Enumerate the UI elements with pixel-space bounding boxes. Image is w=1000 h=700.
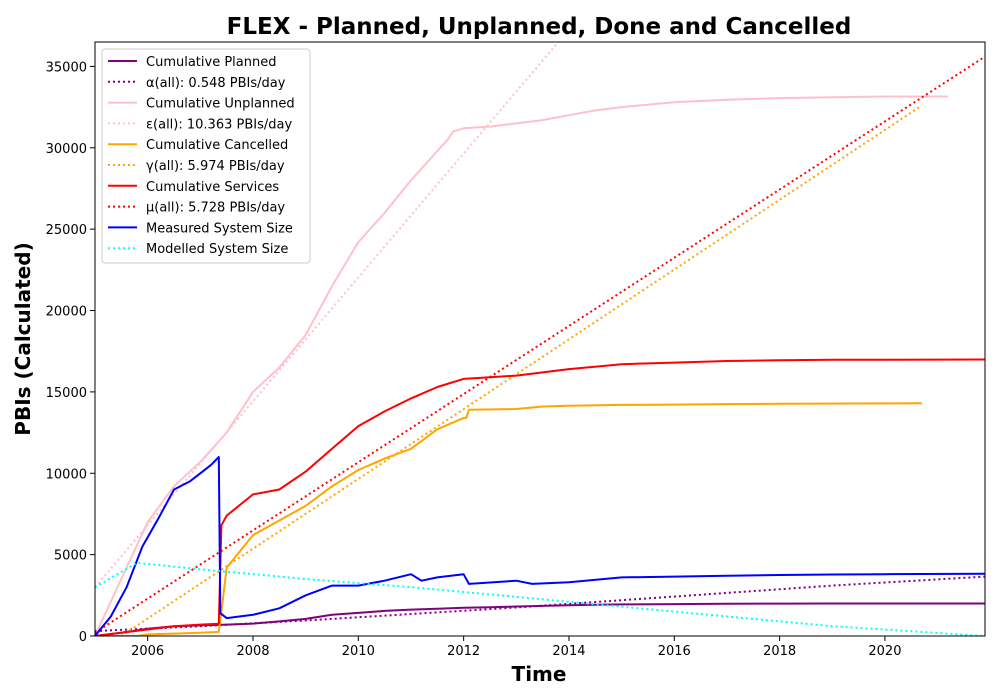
plot-frame xyxy=(94,41,986,637)
x-axis-label: Time xyxy=(512,662,567,686)
series-line-4 xyxy=(95,42,560,588)
chart-title: FLEX - Planned, Unplanned, Done and Canc… xyxy=(227,14,852,40)
y-axis-label: PBIs (Calculated) xyxy=(11,242,35,435)
legend-label: γ(all): 5.974 PBIs/day xyxy=(146,159,285,174)
series-line-2 xyxy=(95,575,985,633)
x-tick-label: 2016 xyxy=(658,644,691,659)
x-tick-label: 2014 xyxy=(552,644,585,659)
x-tick-label: 2020 xyxy=(868,644,901,659)
legend-label: Cumulative Planned xyxy=(146,55,276,70)
y-tick-label: 15000 xyxy=(46,386,87,401)
x-tick-label: 2008 xyxy=(236,644,269,659)
series-line-8 xyxy=(95,55,985,634)
legend-label: Modelled System Size xyxy=(146,242,288,257)
y-tick-label: 30000 xyxy=(46,142,87,157)
legend-label: Cumulative Cancelled xyxy=(146,138,288,153)
y-tick-label: 0 xyxy=(79,630,87,645)
y-axis: 0 5000 10000 15000 20000 25000 30000 35000 xyxy=(46,60,95,645)
series-line-6 xyxy=(120,104,923,636)
legend-label: α(all): 0.548 PBIs/day xyxy=(146,76,286,91)
x-tick-label: 2006 xyxy=(131,644,164,659)
legend-label: μ(all): 5.728 PBIs/day xyxy=(146,201,285,216)
series-line-7 xyxy=(95,358,985,636)
y-tick-label: 35000 xyxy=(46,60,87,75)
legend-label: Cumulative Unplanned xyxy=(146,97,295,112)
x-tick-label: 2018 xyxy=(763,644,796,659)
y-tick-label: 10000 xyxy=(46,467,87,482)
series-line-5 xyxy=(95,402,922,636)
legend-label: Cumulative Services xyxy=(146,180,279,195)
legend-box xyxy=(101,48,311,264)
y-tick-label: 20000 xyxy=(46,305,87,320)
legend: Cumulative Planned α(all): 0.548 PBIs/day… xyxy=(101,48,311,264)
legend-label: ε(all): 10.363 PBIs/day xyxy=(146,117,292,132)
x-tick-label: 2012 xyxy=(447,644,480,659)
y-tick-label: 25000 xyxy=(46,223,87,238)
series-line-9 xyxy=(95,456,985,636)
x-tick-label: 2010 xyxy=(342,644,375,659)
y-tick-label: 5000 xyxy=(54,549,87,564)
legend-label: Measured System Size xyxy=(146,221,293,236)
series-line-1 xyxy=(95,602,985,636)
series-line-10 xyxy=(95,561,985,636)
x-axis: 2006 2008 2010 2012 2014 2016 2018 2020 xyxy=(131,636,901,659)
plot-area xyxy=(95,42,985,636)
